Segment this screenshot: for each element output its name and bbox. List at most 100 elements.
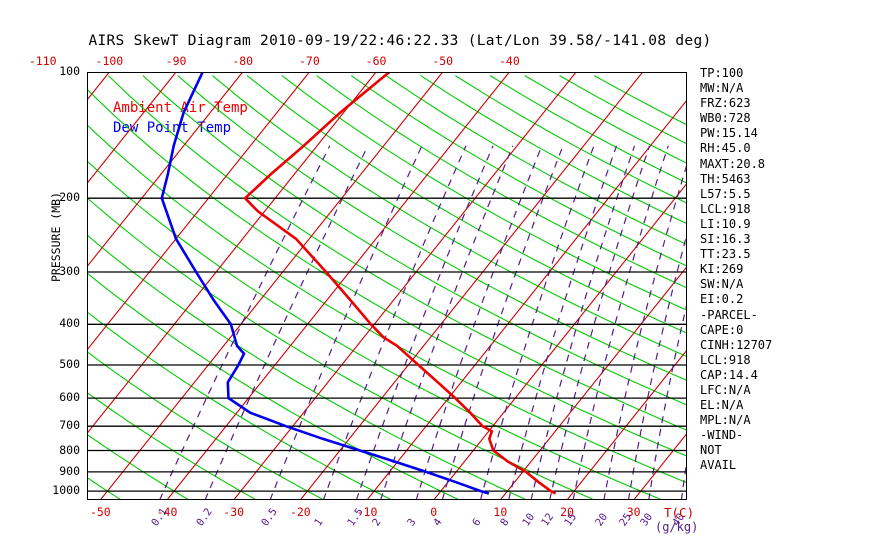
pressure-tick-label: 100 bbox=[59, 64, 80, 78]
dry-adiabat-line bbox=[87, 234, 528, 500]
top-temperature-tick-label: -80 bbox=[232, 54, 254, 68]
top-temperature-tick-label: -100 bbox=[95, 54, 124, 68]
dry-adiabat-line bbox=[142, 75, 687, 406]
mixing-ratio-line bbox=[530, 145, 636, 500]
stats-row: LCL:918 bbox=[700, 352, 751, 367]
stats-row: CINH:12707 bbox=[700, 337, 773, 352]
isotherm-line bbox=[87, 72, 177, 185]
skewt-plot-area bbox=[87, 72, 687, 500]
temperature-unit-label: T(C) bbox=[664, 505, 695, 520]
stats-row: LCL:918 bbox=[700, 201, 751, 216]
bottom-temperature-tick-label: -40 bbox=[156, 505, 178, 519]
stats-row: WB0:728 bbox=[700, 111, 751, 126]
dry-adiabat-line bbox=[87, 351, 325, 500]
isotherm-line bbox=[87, 72, 244, 268]
pressure-tick-label: 200 bbox=[59, 190, 80, 205]
stats-row: TT:23.5 bbox=[700, 247, 751, 262]
skewt-plot-svg bbox=[87, 72, 687, 500]
mixing-ratio-line bbox=[549, 145, 651, 500]
dry-adiabat-line bbox=[350, 75, 687, 267]
isotherm-line bbox=[299, 72, 644, 500]
mixing-ratio-tick-label: 20 bbox=[593, 511, 611, 529]
dry-adiabat-line bbox=[177, 75, 687, 382]
dry-adiabat-line bbox=[87, 311, 392, 500]
stats-row: LI:10.9 bbox=[700, 216, 751, 231]
mixing-ratio-line bbox=[648, 300, 687, 500]
pressure-tick-label: 500 bbox=[59, 356, 80, 371]
dry-adiabat-line bbox=[87, 160, 663, 500]
page-title: AIRS SkewT Diagram 2010-09-19/22:46:22.3… bbox=[88, 33, 712, 49]
sounding-trace bbox=[243, 72, 557, 495]
mixing-ratio-line bbox=[572, 145, 669, 500]
pressure-axis-title: PRESSURE (MB) bbox=[49, 192, 63, 283]
stats-row: EI:0.2 bbox=[700, 292, 744, 307]
top-temperature-tick-label: -40 bbox=[499, 54, 520, 68]
bottom-temperature-tick-label: 20 bbox=[560, 505, 574, 519]
bottom-temperature-tick-label: 30 bbox=[626, 505, 641, 519]
isobar-lines bbox=[87, 72, 687, 492]
dry-adiabat-lines bbox=[87, 75, 687, 500]
stats-row: SW:N/A bbox=[700, 277, 744, 292]
top-temperature-tick-label: -70 bbox=[299, 54, 320, 68]
stats-row: EL:N/A bbox=[700, 398, 744, 413]
sounding-trace bbox=[160, 72, 490, 495]
top-temperature-tick-label: -50 bbox=[432, 54, 454, 68]
stats-row: PW:15.14 bbox=[700, 126, 758, 141]
stats-row: RH:45.0 bbox=[700, 141, 751, 156]
pressure-tick-label: 300 bbox=[59, 263, 80, 278]
isotherm-line bbox=[499, 265, 687, 500]
bottom-temperature-tick-label: 10 bbox=[493, 505, 508, 519]
stats-row: AVAIL bbox=[700, 458, 737, 473]
dry-adiabat-line bbox=[524, 75, 687, 164]
bottom-temperature-tick-label: 0 bbox=[430, 505, 438, 519]
mixing-ratio-unit-label: (g/kg) bbox=[655, 520, 699, 534]
stats-row: MW:N/A bbox=[700, 81, 744, 96]
dry-adiabat-line bbox=[87, 391, 257, 500]
stats-row: CAPE:0 bbox=[700, 322, 744, 337]
pressure-tick-label: 600 bbox=[59, 390, 80, 405]
isotherm-line bbox=[633, 432, 687, 500]
top-temperature-tick-label: -60 bbox=[365, 54, 387, 68]
plot-border bbox=[87, 72, 687, 500]
stats-row: TP:100 bbox=[700, 66, 744, 80]
stats-row: NOT bbox=[700, 443, 722, 458]
dry-adiabat-line bbox=[107, 75, 687, 431]
pressure-tick-label: 1000 bbox=[52, 483, 80, 498]
pressure-tick-label: 800 bbox=[59, 442, 80, 457]
dry-adiabat-line bbox=[87, 476, 122, 500]
dry-adiabat-line bbox=[281, 75, 687, 311]
stats-row: L57:5.5 bbox=[700, 186, 751, 201]
dry-adiabat-line bbox=[316, 75, 687, 289]
stats-row: MPL:N/A bbox=[700, 413, 751, 428]
sounding-traces bbox=[160, 72, 557, 495]
bottom-temperature-tick-label: -30 bbox=[223, 505, 245, 519]
mixing-ratio-line bbox=[479, 145, 595, 500]
pressure-tick-label: 900 bbox=[59, 463, 80, 478]
stats-panel: TP:100 MW:N/A FRZ:623 WB0:728 PW:15.14 RH:45.… bbox=[700, 66, 866, 474]
stats-row: -PARCEL- bbox=[700, 307, 758, 322]
pressure-tick-label: 400 bbox=[59, 316, 80, 331]
dry-adiabat-line bbox=[246, 75, 687, 334]
dry-adiabat-line bbox=[212, 75, 687, 358]
stats-row: CAP:14.4 bbox=[700, 367, 758, 382]
isotherm-line bbox=[87, 72, 110, 101]
bottom-temperature-tick-label: -50 bbox=[89, 505, 111, 519]
bottom-temperature-tick-label: -20 bbox=[289, 505, 311, 519]
stats-row: MAXT:20.8 bbox=[700, 156, 766, 171]
stats-row: -WIND- bbox=[700, 428, 744, 443]
pressure-tick-label: 700 bbox=[59, 418, 80, 433]
top-temperature-tick-label: -120 bbox=[0, 54, 1, 68]
dry-adiabat-line bbox=[87, 433, 190, 500]
isotherm-line bbox=[87, 72, 310, 351]
stats-row: KI:269 bbox=[700, 262, 744, 277]
dry-adiabat-line bbox=[87, 196, 595, 500]
isotherm-line bbox=[366, 99, 687, 500]
isotherm-line bbox=[566, 349, 687, 500]
isotherm-line bbox=[99, 72, 444, 500]
top-temperature-tick-label: -110 bbox=[28, 54, 57, 68]
stats-row: LFC:N/A bbox=[700, 382, 751, 397]
bottom-temperature-tick-label: -10 bbox=[356, 505, 378, 519]
dry-adiabat-line bbox=[420, 75, 687, 225]
stats-row: FRZ:623 bbox=[700, 96, 751, 111]
